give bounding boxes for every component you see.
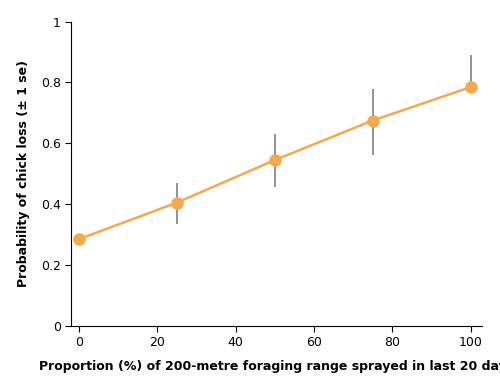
Y-axis label: Probability of chick loss (± 1 se): Probability of chick loss (± 1 se) xyxy=(16,60,30,287)
X-axis label: Proportion (%) of 200-metre foraging range sprayed in last 20 days: Proportion (%) of 200-metre foraging ran… xyxy=(40,360,500,373)
